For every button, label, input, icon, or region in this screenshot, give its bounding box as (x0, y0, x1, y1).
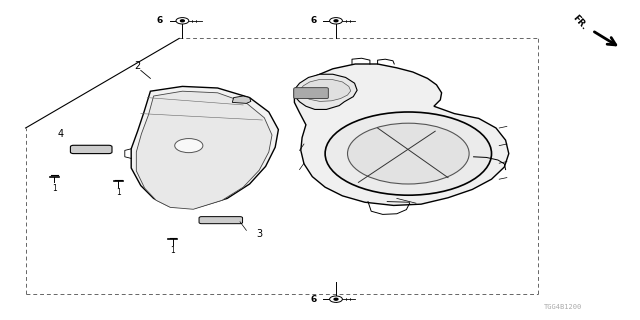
Polygon shape (294, 64, 509, 205)
FancyBboxPatch shape (294, 88, 328, 99)
Text: 2: 2 (134, 60, 141, 71)
Text: 3: 3 (256, 228, 262, 239)
Polygon shape (232, 96, 251, 103)
Text: TGG4B1200: TGG4B1200 (544, 304, 582, 310)
Text: 6: 6 (310, 295, 317, 304)
Text: 6: 6 (157, 16, 163, 25)
Circle shape (180, 20, 184, 22)
Circle shape (325, 112, 492, 195)
Polygon shape (136, 91, 272, 209)
FancyBboxPatch shape (199, 217, 243, 224)
Polygon shape (131, 86, 278, 208)
Text: 6: 6 (310, 16, 317, 25)
Circle shape (175, 139, 203, 153)
Text: 1: 1 (116, 188, 121, 197)
Circle shape (176, 18, 189, 24)
Circle shape (330, 18, 342, 24)
Circle shape (334, 298, 338, 300)
Text: 4: 4 (58, 129, 64, 140)
Polygon shape (300, 79, 351, 101)
Circle shape (334, 20, 338, 22)
Circle shape (330, 296, 342, 302)
Circle shape (348, 123, 469, 184)
Text: FR.: FR. (570, 13, 588, 32)
Text: 1: 1 (52, 184, 57, 193)
Polygon shape (294, 74, 357, 109)
Text: 5: 5 (218, 97, 224, 108)
FancyBboxPatch shape (70, 145, 112, 154)
Text: 1: 1 (170, 246, 175, 255)
